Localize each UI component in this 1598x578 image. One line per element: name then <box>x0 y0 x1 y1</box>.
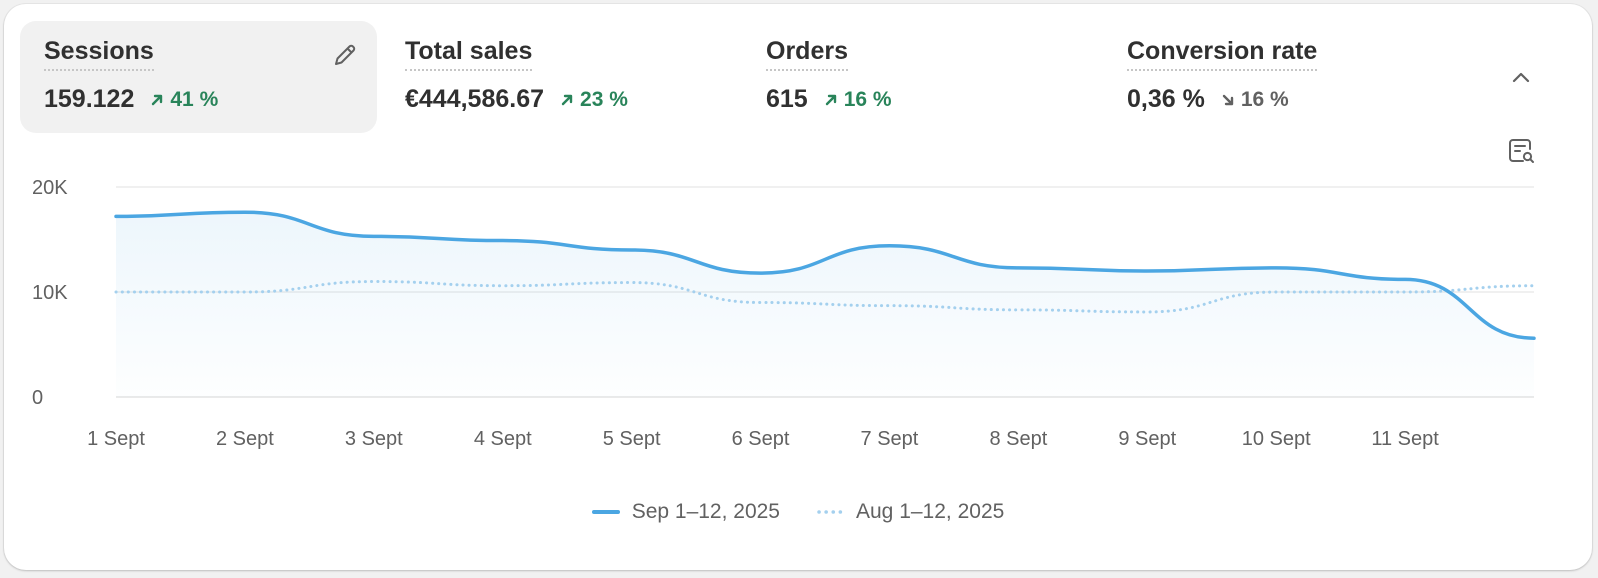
metric-value-sessions: 159.122 <box>44 85 135 113</box>
arrow-up-right-icon <box>561 94 573 105</box>
trend-value-sessions: 41 % <box>170 87 219 111</box>
data-point-current[interactable] <box>110 210 122 222</box>
arrow-down-right-icon <box>1222 94 1234 105</box>
x-tick-label: 2 Sept <box>216 428 274 450</box>
trend-badge-total-sales: 23 % <box>560 88 628 112</box>
arrow-up-right-icon <box>825 94 836 105</box>
series-line-previous <box>114 279 1536 314</box>
data-point-previous[interactable] <box>239 286 251 298</box>
y-tick-label: 20K <box>32 177 68 199</box>
chevron-up-icon <box>1512 72 1530 83</box>
legend-swatch-dotted <box>817 510 844 514</box>
data-point-current[interactable] <box>755 267 767 279</box>
series-line-current <box>114 210 1536 340</box>
metric-tab-conversion-rate[interactable]: Conversion rate 0,36 % 16 % <box>1103 21 1460 133</box>
x-tick-label: 11 Sept <box>1371 428 1439 450</box>
legend-swatch-solid <box>591 510 620 514</box>
metric-tab-orders[interactable]: Orders 615 16 % <box>742 21 1099 133</box>
edit-metric-button[interactable] <box>329 39 361 71</box>
data-point-current[interactable] <box>1528 332 1540 344</box>
x-tick-label: 7 Sept <box>861 428 919 450</box>
metric-label-orders[interactable]: Orders <box>766 37 848 71</box>
data-point-previous[interactable] <box>1528 280 1540 292</box>
x-tick-label: 10 Sept <box>1242 428 1311 450</box>
trend-badge-orders: 16 % <box>824 88 892 112</box>
data-point-previous[interactable] <box>626 277 638 289</box>
legend-item-current[interactable]: Sep 1–12, 2025 <box>591 500 780 524</box>
metric-value-total-sales: €444,586.67 <box>405 85 545 113</box>
sessions-overview-card: Sessions 159.122 41 % Total sales €444,5… <box>4 4 1592 570</box>
trend-value-conversion-rate: 16 % <box>1240 87 1289 111</box>
data-point-previous[interactable] <box>1399 286 1411 298</box>
data-point-previous[interactable] <box>1141 306 1153 318</box>
x-tick-label: 6 Sept <box>732 428 790 450</box>
metric-value-orders: 615 <box>766 85 808 113</box>
data-point-current[interactable] <box>1012 262 1024 274</box>
x-tick-label: 3 Sept <box>345 428 403 450</box>
data-point-previous[interactable] <box>1270 286 1282 298</box>
data-point-current[interactable] <box>1270 262 1282 274</box>
metric-tab-sessions[interactable]: Sessions 159.122 41 % <box>20 21 377 133</box>
arrow-up-right-icon <box>152 94 163 105</box>
data-point-previous[interactable] <box>110 286 122 298</box>
trend-badge-conversion-rate: 16 % <box>1221 88 1289 112</box>
metric-value-conversion-rate: 0,36 % <box>1127 85 1205 113</box>
metric-label-sessions[interactable]: Sessions <box>44 37 154 71</box>
analyze-report-button[interactable] <box>1505 135 1537 167</box>
data-point-current[interactable] <box>626 244 638 256</box>
x-tick-label: 1 Sept <box>87 428 145 450</box>
data-point-previous[interactable] <box>368 276 380 288</box>
x-tick-label: 4 Sept <box>474 428 532 450</box>
y-tick-label: 0 <box>32 387 43 409</box>
trend-badge-sessions: 41 % <box>150 88 218 112</box>
data-point-previous[interactable] <box>755 297 767 309</box>
chart-legend: Sep 1–12, 2025 Aug 1–12, 2025 <box>4 500 1592 524</box>
sessions-chart: 0 10K 20K 1 Sept 2 Sept 3 Sept 4 Sept 5 Sept 6 S… <box>32 177 1540 450</box>
data-point-current[interactable] <box>239 206 251 218</box>
data-point-current[interactable] <box>1399 273 1411 285</box>
metric-label-conversion-rate[interactable]: Conversion rate <box>1127 37 1318 71</box>
data-point-current[interactable] <box>368 230 380 242</box>
metric-tab-total-sales[interactable]: Total sales €444,586.67 23 % <box>381 21 738 133</box>
legend-label-previous: Aug 1–12, 2025 <box>856 500 1005 523</box>
data-point-previous[interactable] <box>1012 304 1024 316</box>
metric-label-total-sales[interactable]: Total sales <box>405 37 533 71</box>
x-tick-label: 5 Sept <box>603 428 661 450</box>
legend-item-previous[interactable]: Aug 1–12, 2025 <box>816 500 1004 524</box>
data-point-current[interactable] <box>883 240 895 252</box>
data-point-current[interactable] <box>497 235 509 247</box>
trend-value-orders: 16 % <box>843 87 892 111</box>
trend-value-total-sales: 23 % <box>580 87 628 111</box>
data-point-previous[interactable] <box>883 300 895 312</box>
report-search-icon <box>1509 139 1534 163</box>
pencil-icon <box>335 44 356 65</box>
y-tick-label: 10K <box>32 282 68 304</box>
data-point-current[interactable] <box>1141 265 1153 277</box>
legend-label-current: Sep 1–12, 2025 <box>631 500 780 523</box>
x-tick-label: 9 Sept <box>1118 428 1176 450</box>
series-area-current <box>116 212 1534 397</box>
collapse-button[interactable] <box>1505 62 1537 94</box>
x-tick-label: 8 Sept <box>989 428 1047 450</box>
data-point-previous[interactable] <box>497 280 509 292</box>
